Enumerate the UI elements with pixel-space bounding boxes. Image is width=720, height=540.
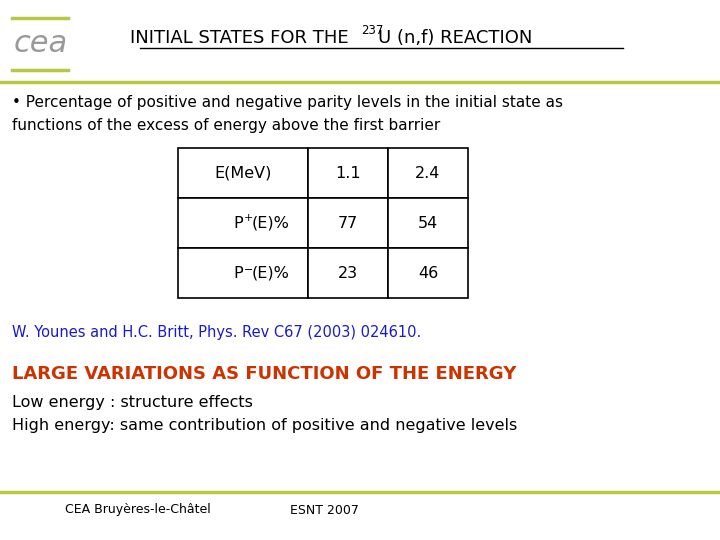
Text: CEA Bruyères-le-Châtel: CEA Bruyères-le-Châtel	[65, 503, 211, 516]
Bar	[308, 148, 388, 198]
Text: +: +	[244, 213, 253, 223]
Text: P: P	[233, 215, 243, 231]
Text: (E)%: (E)%	[252, 266, 290, 280]
Text: 2.4: 2.4	[415, 165, 441, 180]
Bar	[178, 198, 308, 248]
Bar	[178, 248, 308, 298]
Text: • Percentage of positive and negative parity levels in the initial state as: • Percentage of positive and negative pa…	[12, 95, 563, 110]
Text: functions of the excess of energy above the first barrier: functions of the excess of energy above …	[12, 118, 440, 133]
Text: 23: 23	[338, 266, 358, 280]
Bar	[308, 248, 388, 298]
Text: 237: 237	[361, 24, 384, 37]
Text: −: −	[244, 265, 253, 275]
Bar	[388, 248, 468, 298]
Text: U (n,f) REACTION: U (n,f) REACTION	[378, 29, 532, 47]
Text: ESNT 2007: ESNT 2007	[290, 503, 359, 516]
Text: INITIAL STATES FOR THE: INITIAL STATES FOR THE	[130, 29, 360, 47]
Text: 46: 46	[418, 266, 438, 280]
Text: P: P	[233, 266, 243, 280]
Text: 77: 77	[338, 215, 358, 231]
Text: cea: cea	[14, 30, 68, 58]
Text: 54: 54	[418, 215, 438, 231]
Text: 1.1: 1.1	[336, 165, 361, 180]
Bar	[308, 198, 388, 248]
Text: Low energy : structure effects: Low energy : structure effects	[12, 395, 253, 410]
Bar	[388, 198, 468, 248]
Text: LARGE VARIATIONS AS FUNCTION OF THE ENERGY: LARGE VARIATIONS AS FUNCTION OF THE ENER…	[12, 365, 516, 383]
Text: E(MeV): E(MeV)	[215, 165, 271, 180]
Text: (E)%: (E)%	[252, 215, 290, 231]
Text: W. Younes and H.C. Britt, Phys. Rev C67 (2003) 024610.: W. Younes and H.C. Britt, Phys. Rev C67 …	[12, 325, 421, 340]
Bar	[178, 148, 308, 198]
Bar	[388, 148, 468, 198]
Text: High energy: same contribution of positive and negative levels: High energy: same contribution of positi…	[12, 418, 517, 433]
